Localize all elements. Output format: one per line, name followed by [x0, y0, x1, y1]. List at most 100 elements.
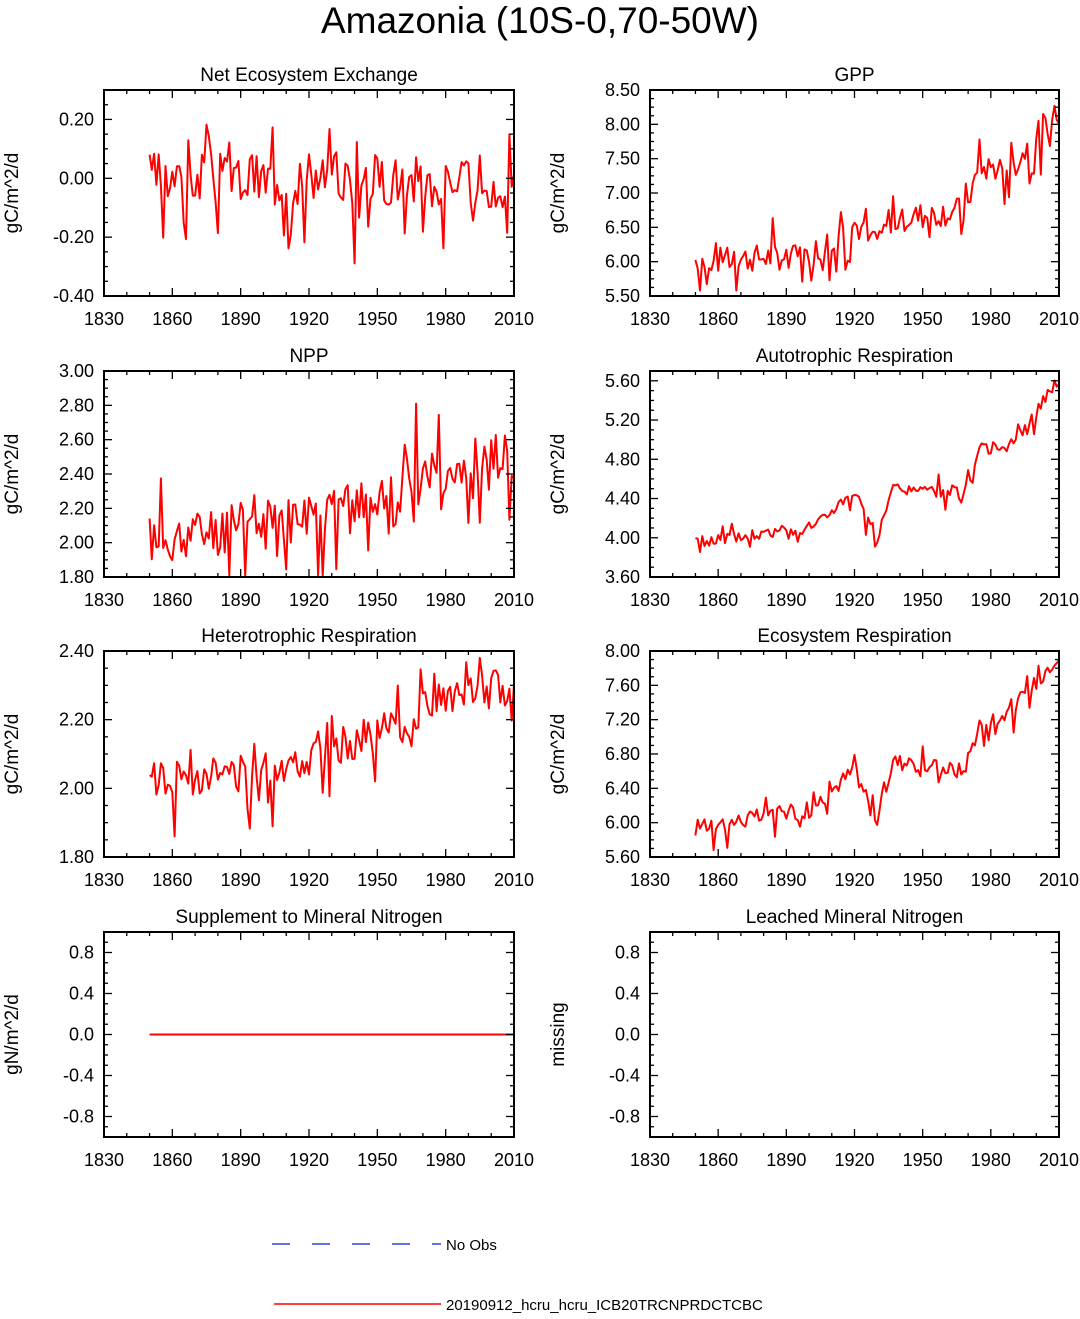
x-tick-label: 1920 — [289, 590, 329, 610]
x-tick-label: 2010 — [494, 309, 534, 329]
x-tick-label: 1830 — [630, 870, 670, 890]
x-tick-label: 1860 — [152, 1150, 192, 1170]
series-line — [695, 379, 1060, 553]
y-tick-label: 2.80 — [59, 395, 94, 415]
y-axis-label: gC/m^2/d — [548, 153, 569, 234]
y-tick-label: 0.8 — [615, 943, 640, 963]
y-tick-label: 5.60 — [605, 371, 640, 391]
y-tick-label: 0.20 — [59, 109, 94, 129]
y-tick-label: 0.0 — [615, 1025, 640, 1045]
y-tick-label: 2.00 — [59, 778, 94, 798]
x-tick-label: 1980 — [426, 870, 466, 890]
y-tick-label: 0.0 — [69, 1025, 94, 1045]
y-tick-label: 8.00 — [605, 114, 640, 134]
y-axis-label: gC/m^2/d — [2, 714, 23, 795]
x-tick-label: 1860 — [698, 590, 738, 610]
y-tick-label: 4.80 — [605, 449, 640, 469]
y-tick-label: -0.8 — [609, 1107, 640, 1127]
x-tick-label: 1950 — [903, 870, 943, 890]
plot-frame — [649, 931, 1060, 1138]
series-line — [148, 123, 515, 265]
y-tick-label: 0.4 — [615, 984, 640, 1004]
y-tick-label: 7.50 — [605, 149, 640, 169]
y-axis-label: gC/m^2/d — [2, 434, 23, 515]
y-tick-label: 6.00 — [605, 252, 640, 272]
y-tick-label: 1.80 — [59, 847, 94, 867]
x-tick-label: 1860 — [698, 309, 738, 329]
legend: No Obs 20190912_hcru_hcru_ICB20TRCNPRDCTC… — [272, 1237, 763, 1314]
x-tick-label: 2010 — [494, 590, 534, 610]
y-tick-label: 0.00 — [59, 168, 94, 188]
legend-model-label: 20190912_hcru_hcru_ICB20TRCNPRDCTCBC — [446, 1297, 763, 1314]
x-tick-label: 1860 — [698, 1150, 738, 1170]
figure-title: Amazonia (10S-0,70-50W) — [320, 0, 760, 41]
x-tick-label: 1920 — [289, 870, 329, 890]
y-tick-label: 8.50 — [605, 80, 640, 100]
series-line — [694, 659, 1060, 851]
y-tick-label: 8.00 — [605, 641, 640, 661]
x-tick-label: 1920 — [834, 309, 874, 329]
panel-title: GPP — [834, 65, 874, 86]
x-tick-label: 1830 — [84, 309, 124, 329]
x-tick-label: 1980 — [971, 1150, 1011, 1170]
x-tick-label: 1980 — [426, 309, 466, 329]
plot-frame — [103, 370, 515, 578]
y-tick-label: 2.20 — [59, 498, 94, 518]
y-tick-label: 3.60 — [605, 567, 640, 587]
x-tick-label: 1830 — [630, 1150, 670, 1170]
x-tick-label: 1950 — [903, 590, 943, 610]
panel-5: 1830 1860 1890 1920 1950 1980 2010 1.80 2.00 2.20… — [2, 626, 534, 890]
x-tick-label: 1920 — [834, 590, 874, 610]
plot-frame — [649, 89, 1060, 297]
y-tick-label: 6.50 — [605, 217, 640, 237]
y-tick-label: 0.4 — [69, 984, 94, 1004]
y-tick-label: -0.4 — [63, 1066, 94, 1086]
x-tick-label: 1920 — [834, 1150, 874, 1170]
y-tick-label: 4.00 — [605, 528, 640, 548]
panel-2: 1830 1860 1890 1920 1950 1980 2010 5.50 6.00 6.50… — [548, 65, 1079, 329]
panel-title: Heterotrophic Respiration — [201, 626, 416, 647]
x-tick-label: 1950 — [357, 1150, 397, 1170]
series-line — [694, 104, 1060, 292]
x-tick-label: 1920 — [834, 870, 874, 890]
panel-7: 1830 1860 1890 1920 1950 1980 2010 -0.8 -0.4 0.0 0… — [2, 907, 534, 1170]
x-tick-label: 1890 — [221, 1150, 261, 1170]
x-tick-label: 1890 — [221, 309, 261, 329]
y-tick-label: 6.40 — [605, 778, 640, 798]
x-tick-label: 2010 — [494, 1150, 534, 1170]
series-line — [148, 402, 515, 577]
y-tick-label: 3.00 — [59, 361, 94, 381]
x-tick-label: 2010 — [1039, 590, 1079, 610]
x-tick-label: 1980 — [971, 590, 1011, 610]
y-tick-label: 1.80 — [59, 567, 94, 587]
x-tick-label: 1860 — [698, 870, 738, 890]
x-tick-label: 1830 — [84, 1150, 124, 1170]
y-tick-label: -0.4 — [609, 1066, 640, 1086]
x-tick-label: 1950 — [357, 309, 397, 329]
y-tick-label: 7.60 — [605, 675, 640, 695]
x-tick-label: 1920 — [289, 1150, 329, 1170]
x-tick-label: 2010 — [1039, 870, 1079, 890]
x-tick-label: 1860 — [152, 590, 192, 610]
x-tick-label: 1890 — [766, 309, 806, 329]
x-tick-label: 2010 — [1039, 1150, 1079, 1170]
x-tick-label: 1890 — [766, 590, 806, 610]
panel-title: NPP — [289, 346, 328, 367]
x-tick-label: 1950 — [357, 870, 397, 890]
y-axis-label: gC/m^2/d — [548, 714, 569, 795]
y-tick-label: 2.00 — [59, 533, 94, 553]
y-tick-label: 2.40 — [59, 464, 94, 484]
y-axis-label: missing — [548, 1002, 569, 1066]
y-tick-label: 7.20 — [605, 710, 640, 730]
series-line — [149, 656, 515, 838]
y-tick-label: 5.20 — [605, 410, 640, 430]
y-tick-label: 2.60 — [59, 430, 94, 450]
legend-obs-label: No Obs — [446, 1237, 497, 1254]
panel-title: Leached Mineral Nitrogen — [746, 907, 964, 928]
y-axis-label: gC/m^2/d — [2, 153, 23, 234]
y-axis-label: gC/m^2/d — [548, 434, 569, 515]
x-tick-label: 1950 — [903, 309, 943, 329]
y-tick-label: -0.20 — [53, 227, 94, 247]
x-tick-label: 1830 — [84, 870, 124, 890]
